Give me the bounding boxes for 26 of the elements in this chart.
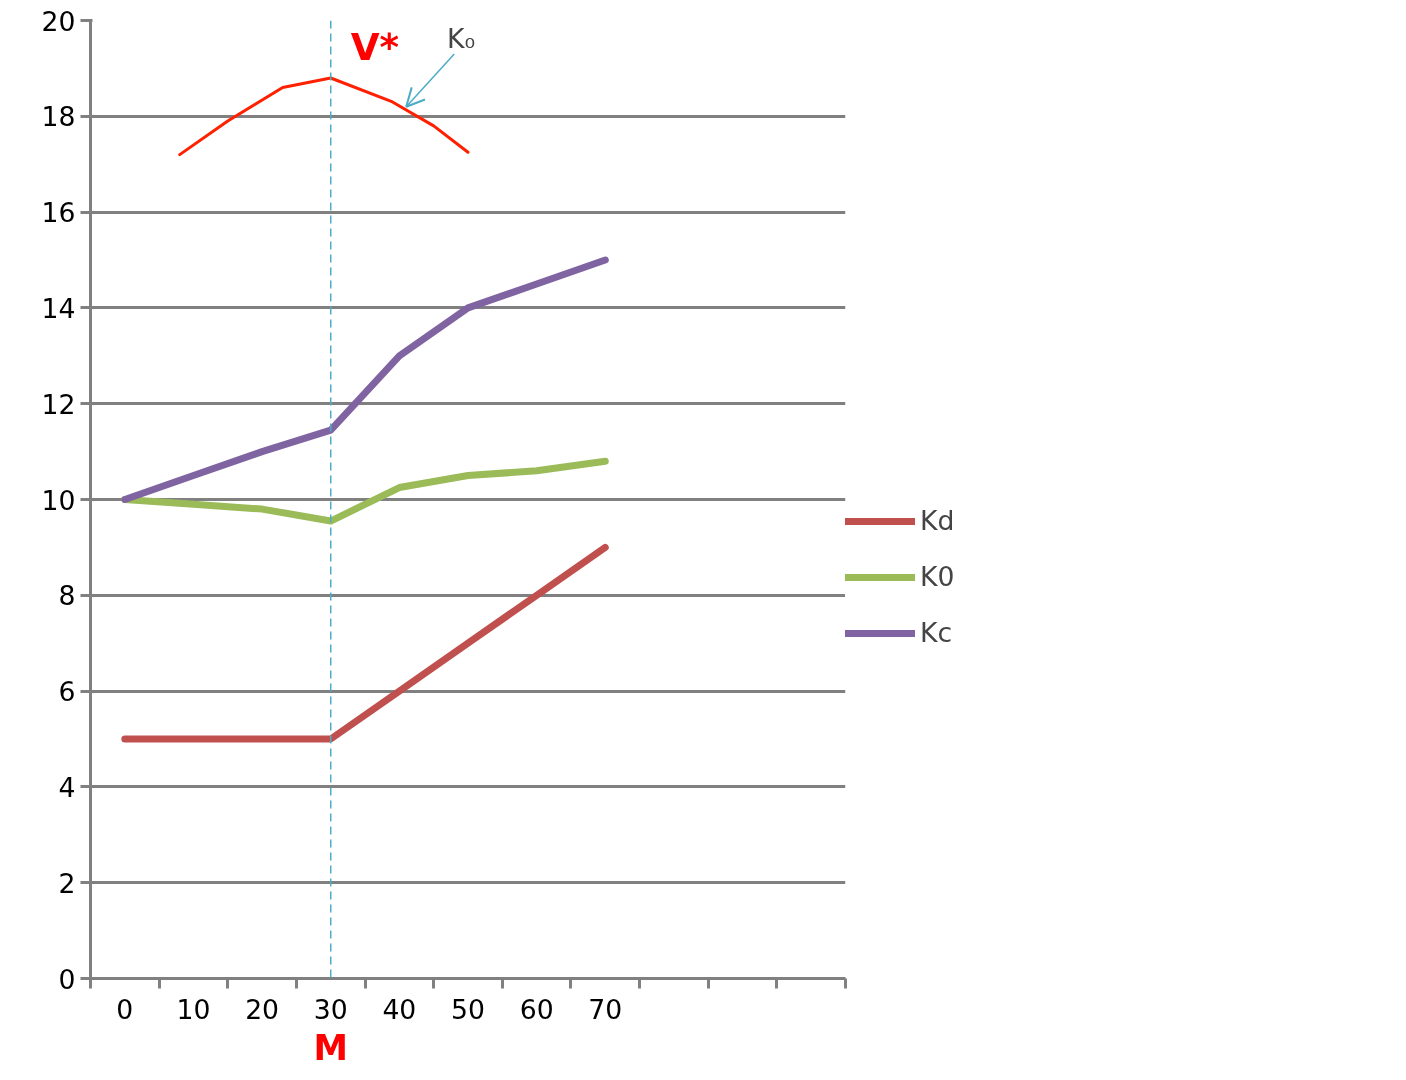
y-tick-label: 10 bbox=[41, 484, 76, 516]
x-tick-label: 30 bbox=[313, 993, 348, 1025]
annotation: K₀ bbox=[447, 23, 476, 55]
line-series bbox=[178, 76, 470, 157]
ref-line-label: M bbox=[313, 1027, 348, 1068]
y-tick-label: 14 bbox=[41, 292, 76, 324]
x-tick-label: 0 bbox=[116, 993, 134, 1025]
y-tick-label: 6 bbox=[58, 676, 76, 708]
y-tick-label: 20 bbox=[41, 5, 76, 37]
annotation: V* bbox=[350, 24, 400, 69]
x-tick-label: 70 bbox=[588, 993, 623, 1025]
y-tick-label: 0 bbox=[58, 963, 76, 995]
y-tick-label: 4 bbox=[58, 771, 76, 803]
x-tick-label: 20 bbox=[245, 993, 280, 1025]
y-tick-label: 18 bbox=[41, 101, 76, 133]
x-tick-label: 50 bbox=[451, 993, 485, 1025]
y-tick-label: 8 bbox=[58, 580, 76, 612]
x-tick-label: 60 bbox=[519, 993, 554, 1025]
legend-label: K0 bbox=[920, 561, 956, 592]
legend-label: Kd bbox=[920, 505, 956, 536]
y-tick-label: 2 bbox=[58, 867, 76, 899]
x-tick-label: 10 bbox=[176, 993, 211, 1025]
legend-label: Kc bbox=[920, 617, 954, 648]
x-tick-label: 40 bbox=[382, 993, 417, 1025]
y-tick-label: 16 bbox=[41, 197, 76, 229]
y-tick-label: 12 bbox=[41, 388, 76, 420]
